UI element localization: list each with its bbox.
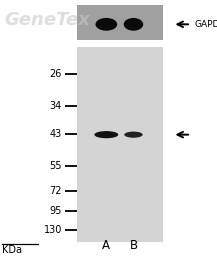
Text: KDa: KDa [2, 244, 22, 255]
Bar [77, 5, 163, 40]
Ellipse shape [124, 18, 143, 31]
Text: 34: 34 [50, 101, 62, 111]
Ellipse shape [124, 132, 143, 138]
Text: A: A [102, 239, 110, 252]
Text: 26: 26 [49, 69, 62, 79]
Text: GAPDH: GAPDH [194, 20, 217, 29]
Text: GeneTex: GeneTex [5, 12, 91, 29]
Text: 72: 72 [49, 186, 62, 196]
Text: 43: 43 [50, 129, 62, 140]
Text: 95: 95 [49, 206, 62, 216]
Bar [77, 47, 163, 242]
Text: B: B [129, 239, 138, 252]
Text: 130: 130 [43, 225, 62, 236]
Ellipse shape [94, 131, 118, 138]
Text: 55: 55 [49, 161, 62, 172]
Ellipse shape [95, 18, 117, 31]
